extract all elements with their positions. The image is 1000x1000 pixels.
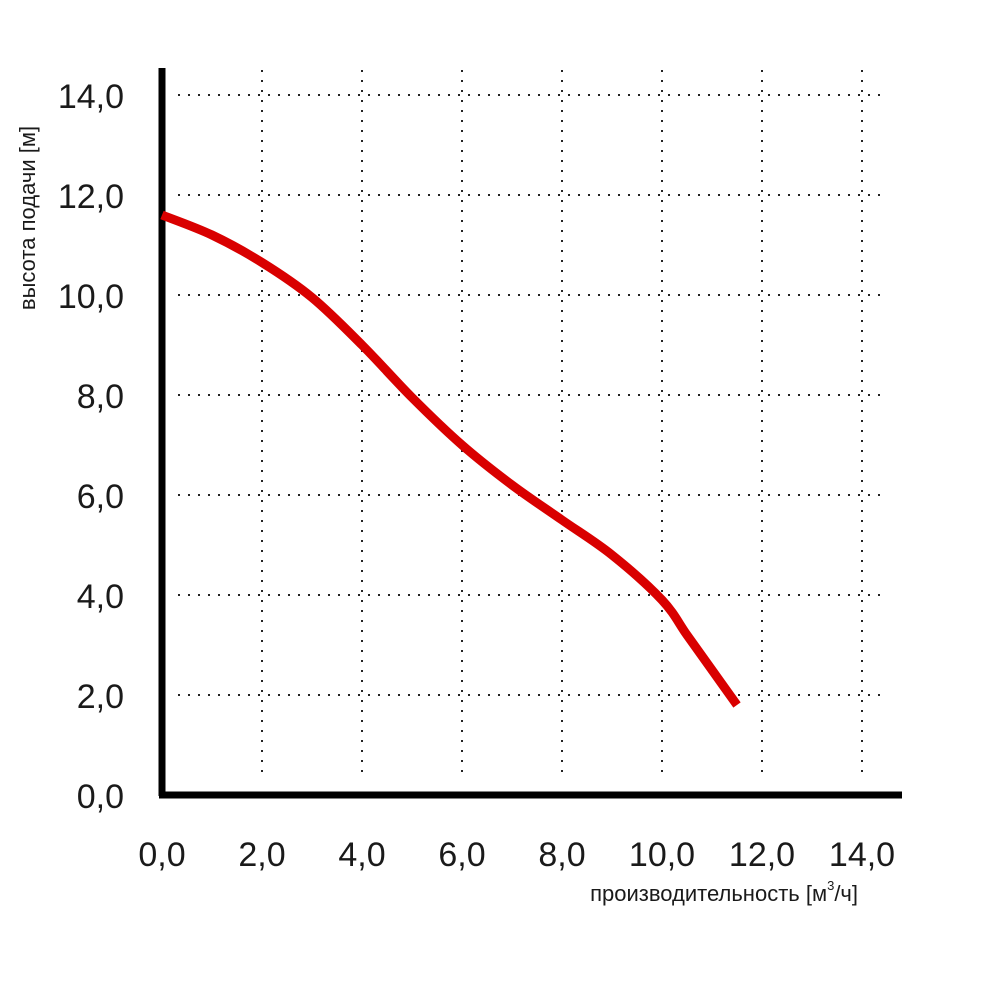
y-tick-label: 0,0 <box>77 778 124 816</box>
x-axis-title-superscript: 3 <box>827 878 834 893</box>
x-tick-label: 10,0 <box>629 836 695 874</box>
grid-lines <box>178 70 886 780</box>
axes <box>158 68 902 799</box>
y-tick-label: 6,0 <box>77 478 124 516</box>
x-tick-label: 2,0 <box>238 836 285 874</box>
x-axis-title: производительность [м3/ч] <box>590 878 858 906</box>
x-tick-label: 0,0 <box>138 836 185 874</box>
series-line <box>160 210 741 708</box>
x-tick-label: 8,0 <box>538 836 585 874</box>
y-tick-label: 8,0 <box>77 378 124 416</box>
x-tick-label: 4,0 <box>338 836 385 874</box>
x-tick-label: 6,0 <box>438 836 485 874</box>
y-tick-label: 4,0 <box>77 578 124 616</box>
y-tick-label: 10,0 <box>58 278 124 316</box>
y-axis-title: высота подачи [м] <box>15 126 40 310</box>
x-tick-label: 12,0 <box>729 836 795 874</box>
y-tick-label: 14,0 <box>58 78 124 116</box>
x-tick-labels: 0,0 2,0 4,0 6,0 8,0 10,0 12,0 14,0 <box>138 836 895 874</box>
y-tick-label: 2,0 <box>77 678 124 716</box>
series <box>160 210 741 708</box>
x-axis-title-end: /ч] <box>834 881 858 906</box>
y-tick-labels: 0,0 2,0 4,0 6,0 8,0 10,0 12,0 14,0 <box>58 78 124 816</box>
x-tick-label: 14,0 <box>829 836 895 874</box>
y-tick-label: 12,0 <box>58 178 124 216</box>
x-axis-title-main: производительность [м <box>590 881 827 906</box>
